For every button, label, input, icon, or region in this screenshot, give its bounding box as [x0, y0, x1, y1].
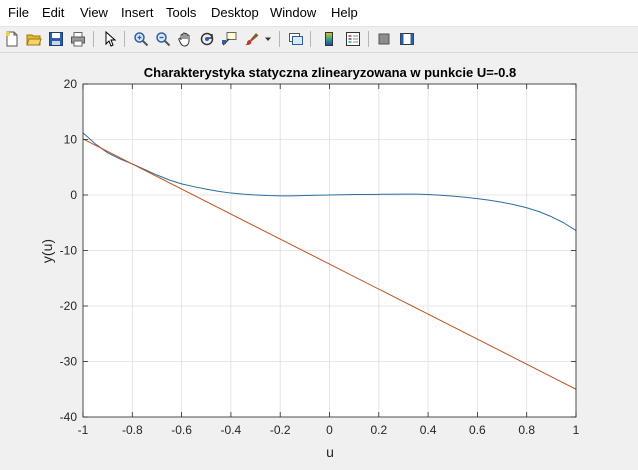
zoom-out-icon[interactable]	[153, 29, 173, 49]
y-axis-label: y(u)	[39, 239, 55, 263]
link-plot-icon[interactable]	[286, 29, 306, 49]
menu-file[interactable]: File	[8, 5, 29, 20]
zoom-in-icon[interactable]	[131, 29, 151, 49]
x-tick-label: -0.4	[221, 423, 242, 437]
pan-hand-icon[interactable]	[175, 29, 195, 49]
x-tick-label: -0.8	[122, 423, 143, 437]
menu-help[interactable]: Help	[331, 5, 358, 20]
x-tick-label: 0.8	[518, 423, 535, 437]
chart-svg: -1 -0.8 -0.6 -0.4 -0.2 0 0.2 0.4 0.6 0.8 1 -40-30-…	[39, 65, 580, 460]
hide-plot-tools-icon[interactable]	[374, 29, 394, 49]
x-tick-label: -1	[78, 423, 89, 437]
save-icon[interactable]	[46, 29, 66, 49]
menu-edit[interactable]: Edit	[42, 5, 65, 20]
print-icon[interactable]	[68, 29, 88, 49]
menu-desktop[interactable]: Desktop	[211, 5, 259, 20]
y-tick-label: 20	[64, 77, 78, 91]
y-tick-label: -20	[60, 299, 78, 313]
rotate-3d-icon[interactable]	[197, 29, 217, 49]
x-tick-label: -0.2	[270, 423, 291, 437]
show-plot-tools-icon[interactable]	[397, 29, 417, 49]
x-tick-label: 0.2	[370, 423, 387, 437]
open-file-icon[interactable]	[24, 29, 44, 49]
menu-insert[interactable]: Insert	[121, 5, 154, 20]
y-tick-label: -30	[60, 355, 78, 369]
new-figure-icon[interactable]	[2, 29, 22, 49]
chart-title: Charakterystyka statyczna zlinearyzowana…	[144, 65, 516, 80]
x-tick-label: 0	[326, 423, 333, 437]
menu-view[interactable]: View	[80, 5, 108, 20]
y-tick-labels: -40 -30 -20 -10 0 10 20	[60, 77, 78, 424]
data-cursor-icon[interactable]	[219, 29, 239, 49]
figure-area: -1 -0.8 -0.6 -0.4 -0.2 0 0.2 0.4 0.6 0.8 1 -40 -30-…	[0, 53, 638, 465]
x-tick-label: -0.6	[171, 423, 192, 437]
x-tick-label: 1	[573, 423, 580, 437]
menu-bar: File Edit View Insert Tools Desktop Wind…	[0, 0, 638, 27]
menu-tools[interactable]: Tools	[166, 5, 197, 20]
y-tick-label: -40	[60, 410, 78, 424]
x-tick-label: 0.6	[469, 423, 486, 437]
brush-icon[interactable]	[241, 29, 261, 49]
y-tick-label: -10	[60, 244, 78, 258]
series-nonlinear-line[interactable]	[82, 132, 577, 231]
x-axis-label: u	[326, 444, 334, 460]
series-linearized-line[interactable]	[82, 138, 577, 390]
x-tick-label: 0.4	[420, 423, 437, 437]
menu-window[interactable]: Window	[270, 5, 317, 20]
brush-dropdown-icon[interactable]	[262, 29, 274, 49]
figure-toolbar	[0, 27, 638, 53]
y-tick-label: 10	[64, 133, 78, 147]
y-tick-label: 0	[70, 188, 77, 202]
series-layer	[82, 132, 577, 390]
tick-marks	[82, 83, 577, 418]
legend-icon[interactable]	[343, 29, 363, 49]
x-tick-labels: -1 -0.8 -0.6 -0.4 -0.2 0 0.2 0.4 0.6 0.8 1	[78, 423, 580, 437]
pointer-icon[interactable]	[100, 29, 120, 49]
colorbar-icon[interactable]	[319, 29, 339, 49]
